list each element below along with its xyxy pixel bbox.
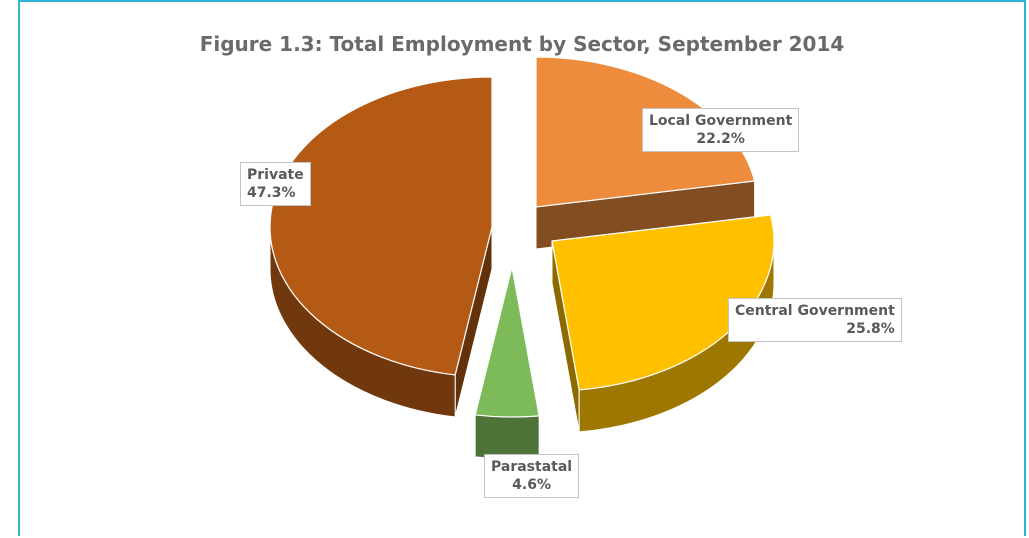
- chart-title: Figure 1.3: Total Employment by Sector, …: [199, 32, 845, 56]
- slice-value-local-government: 22.2%: [696, 131, 745, 147]
- slice-private: [269, 76, 493, 376]
- data-label-private: Private 47.3%: [240, 162, 311, 206]
- data-label-parastatal: Parastatal 4.6%: [484, 454, 580, 498]
- pie-chart: [269, 56, 775, 460]
- slice-value-parastatal: 4.6%: [512, 477, 551, 493]
- data-label-local-government: Local Government 22.2%: [642, 108, 800, 152]
- data-label-central-government: Central Government 25.8%: [728, 298, 902, 342]
- chart-frame: Figure 1.3: Total Employment by Sector, …: [18, 0, 1026, 536]
- slice-value-central-government: 25.8%: [846, 321, 895, 337]
- slice-label-local-government: Local Government: [649, 113, 793, 129]
- slice-value-private: 47.3%: [247, 185, 296, 201]
- slice-label-central-government: Central Government: [735, 303, 895, 319]
- slice-parastatal: [474, 266, 540, 418]
- slice-label-private: Private: [247, 167, 304, 183]
- slice-label-parastatal: Parastatal: [491, 459, 573, 475]
